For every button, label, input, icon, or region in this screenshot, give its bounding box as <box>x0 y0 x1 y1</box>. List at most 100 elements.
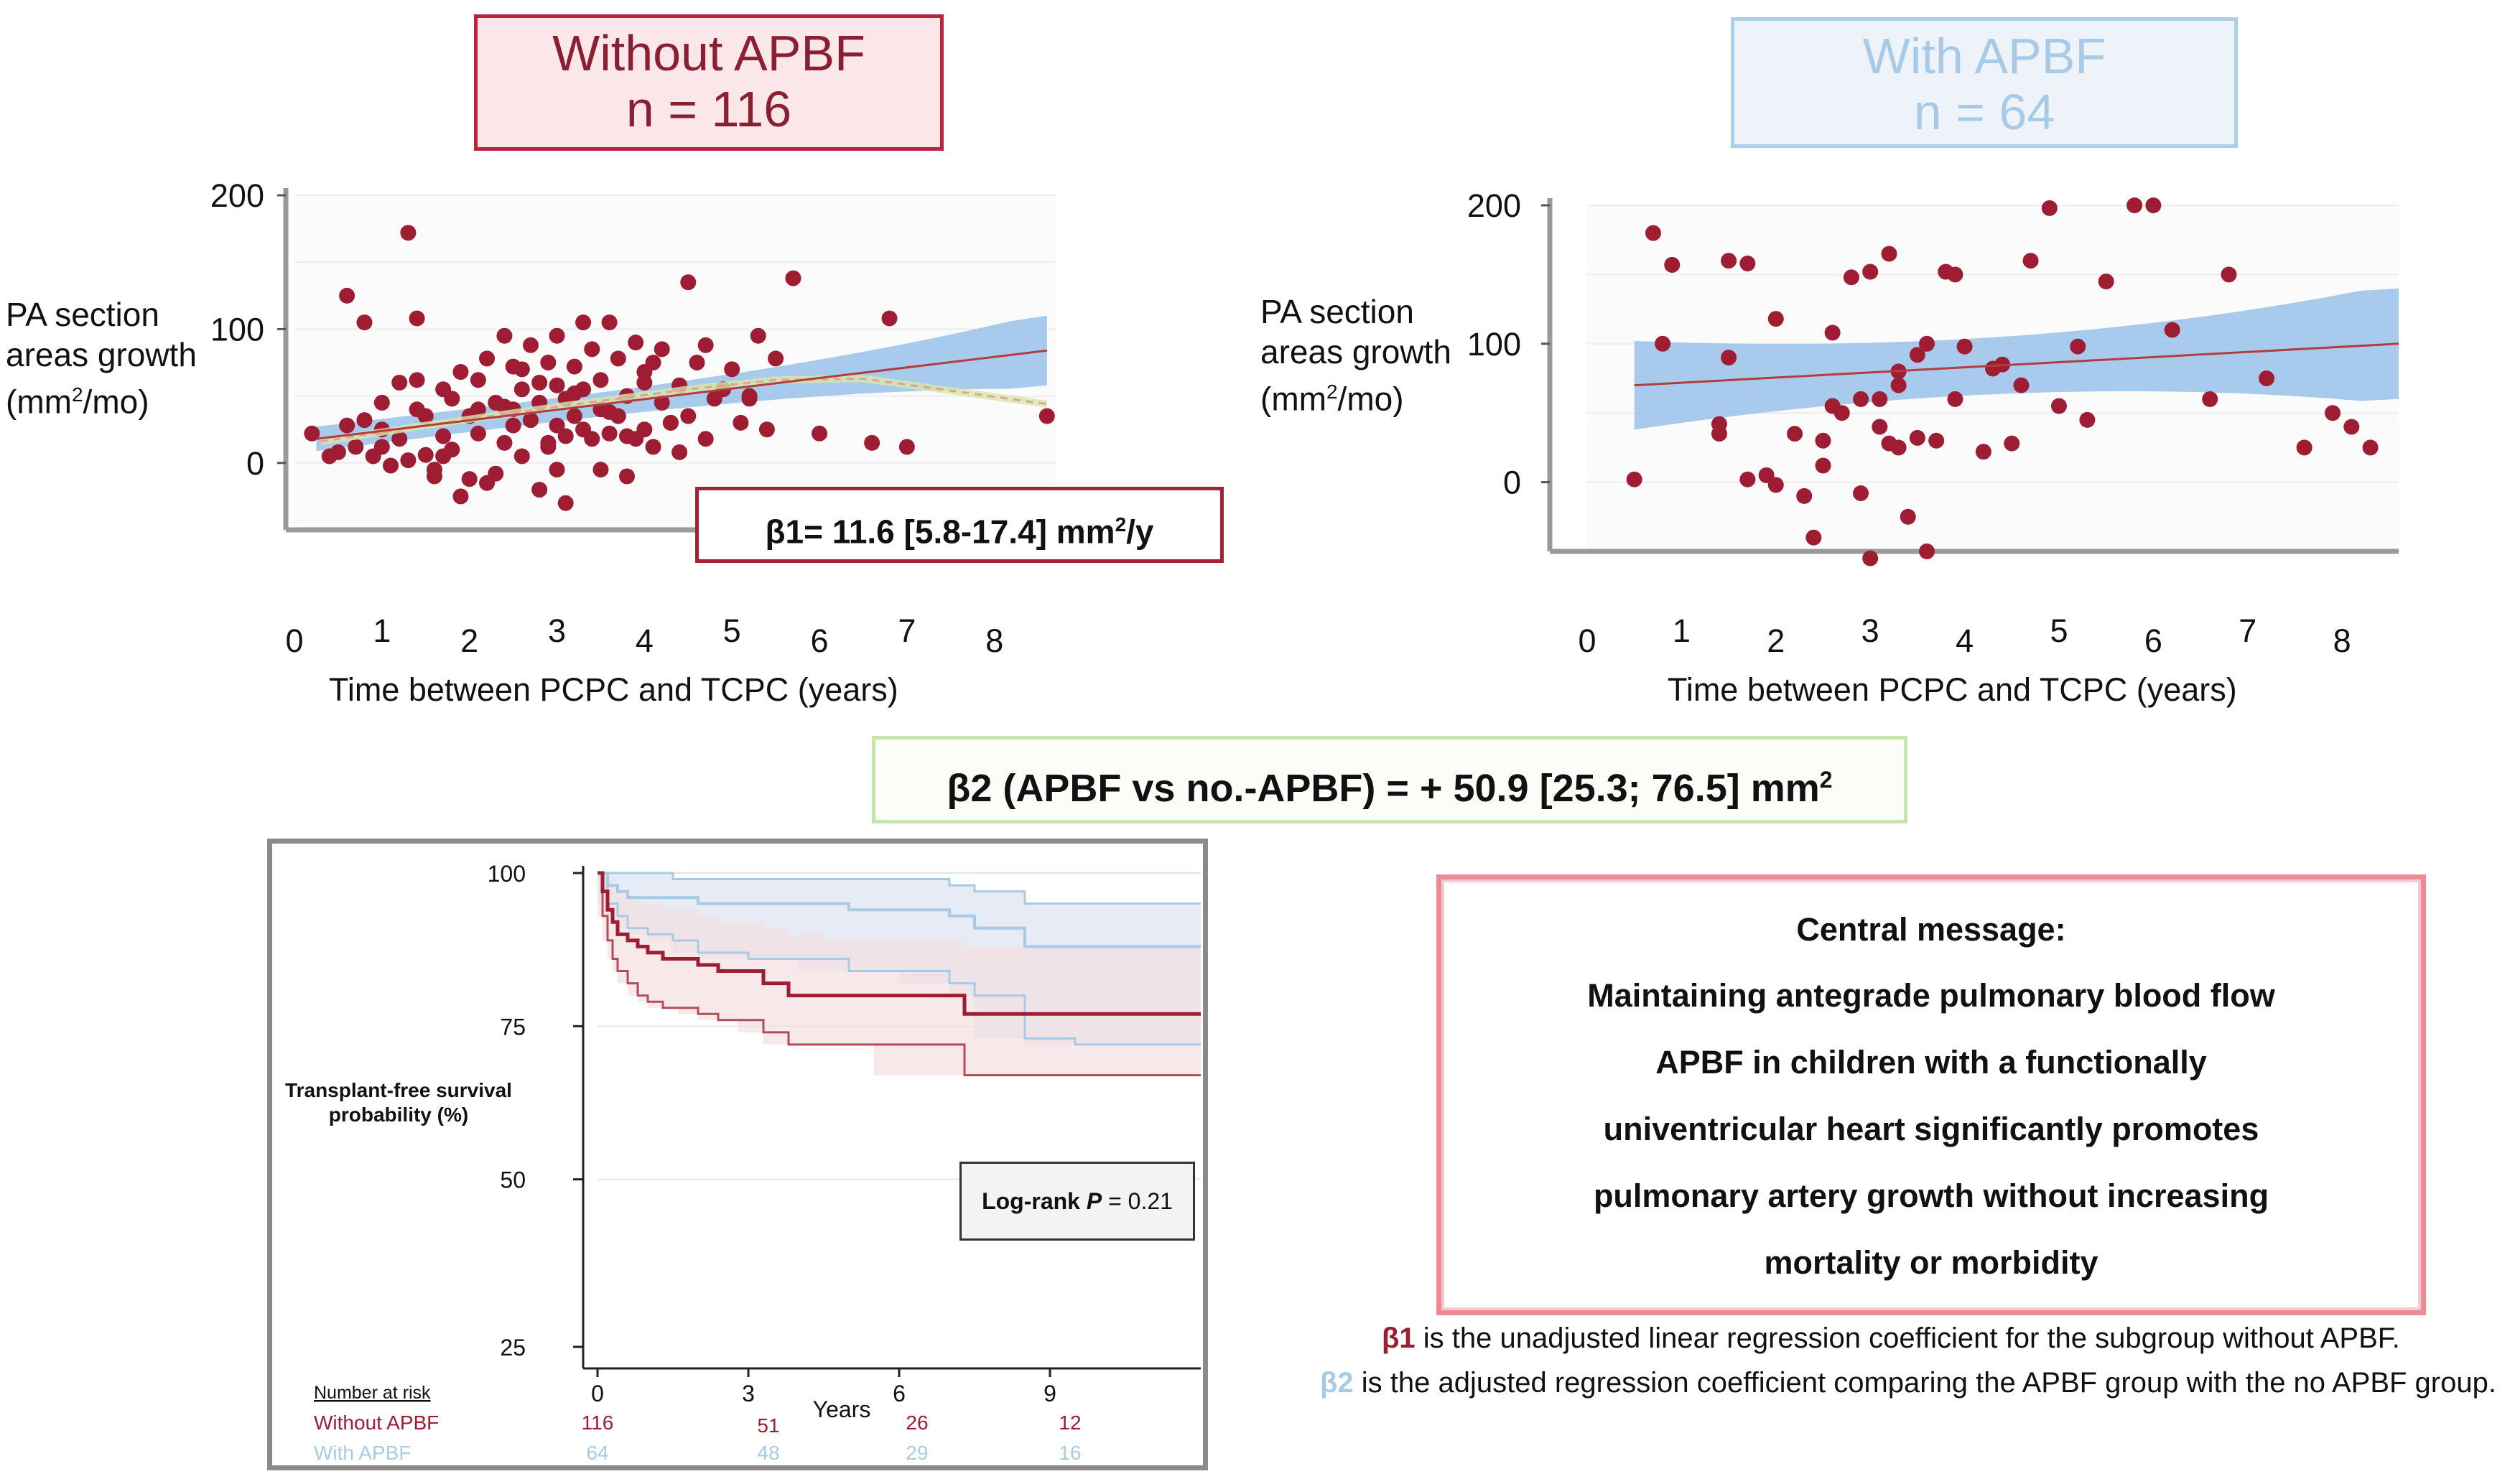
data-point <box>610 350 626 367</box>
risk-value: 48 <box>757 1442 779 1464</box>
data-point <box>2070 338 2086 355</box>
message-line-4: pulmonary artery growth without increasi… <box>1593 1177 2269 1214</box>
data-point <box>348 439 364 455</box>
data-point <box>356 314 373 331</box>
data-point <box>330 444 346 460</box>
km-y-axis-label: Transplant-free survival probability (%) <box>280 1078 517 1127</box>
risk-row-label: With APBF <box>314 1442 411 1464</box>
data-point <box>452 364 469 381</box>
data-point <box>1890 377 1907 393</box>
data-point <box>400 225 417 241</box>
data-point <box>697 431 714 447</box>
data-point <box>513 381 530 398</box>
data-point <box>1881 246 1897 262</box>
data-point <box>522 412 539 429</box>
scatter-chart-with-apbf: 200 100 0 0 1 2 3 4 5 6 7 8 <box>1467 187 2399 659</box>
data-point <box>1767 477 1784 493</box>
km-plot: 100 75 50 25 0 3 6 9 Years Number at risk Without … <box>314 861 1201 1464</box>
data-point <box>654 394 670 411</box>
data-point <box>1900 508 1916 525</box>
risk-row-label: Without APBF <box>314 1411 439 1434</box>
scatter-chart-without-apbf: 200 100 0 0 1 2 3 4 5 6 7 8 <box>210 177 1056 659</box>
message-line-3: univentricular heart significantly promo… <box>1603 1111 2259 1147</box>
data-point <box>2221 266 2237 283</box>
km-x-tick-label: 0 <box>591 1381 604 1406</box>
data-point <box>750 327 766 344</box>
data-point <box>1862 550 1879 566</box>
data-point <box>618 468 635 485</box>
y-label-line2-right: areas growth <box>1260 333 1451 370</box>
data-point <box>1767 311 1784 327</box>
data-point <box>1824 398 1841 414</box>
data-point <box>505 358 521 375</box>
data-point <box>426 468 442 485</box>
data-point <box>566 385 582 401</box>
data-point <box>1956 338 1973 355</box>
data-point <box>356 412 373 429</box>
y-label-line1: PA section <box>6 296 159 333</box>
data-point <box>1947 266 1963 283</box>
without-apbf-title-box: Without APBF n = 116 <box>474 14 944 151</box>
data-point <box>1853 391 1869 407</box>
data-point <box>636 421 653 438</box>
data-point <box>2296 439 2313 456</box>
with-apbf-title: With APBF <box>1862 28 2106 84</box>
data-point <box>2325 405 2341 421</box>
data-point <box>373 439 390 455</box>
data-point <box>768 350 784 367</box>
data-point <box>531 374 548 391</box>
data-point <box>1721 253 1737 269</box>
data-point <box>697 337 714 353</box>
loess-curve-dashed <box>320 377 1048 443</box>
km-y-tick-label: 50 <box>500 1167 526 1193</box>
risk-value: 12 <box>1059 1411 1081 1434</box>
km-x-tick-label: 6 <box>893 1381 906 1406</box>
y-label-line3-right: (mm2/mo) <box>1260 380 1404 418</box>
data-point <box>531 482 548 498</box>
data-point <box>2362 439 2379 456</box>
data-point <box>671 444 688 460</box>
data-point <box>601 314 618 331</box>
data-point <box>1739 471 1756 487</box>
right-x-axis-label: Time between PCPC and TCPC (years) <box>1668 671 2237 708</box>
data-point <box>636 374 653 391</box>
data-point <box>1758 467 1775 483</box>
y-tick-label: 100 <box>210 311 264 347</box>
data-point <box>592 372 609 388</box>
y-tick-label: 0 <box>1503 465 1521 501</box>
data-point <box>601 425 618 442</box>
km-line-with-apbf <box>598 872 1201 948</box>
data-point <box>680 274 697 291</box>
beta1-box: β1= 11.6 [5.8-17.4] mm2/y <box>695 487 1224 563</box>
without-apbf-title: Without APBF <box>552 25 865 81</box>
confidence-band <box>1634 288 2399 430</box>
data-point <box>864 434 880 451</box>
data-point <box>1626 471 1642 487</box>
x-tick-label: 2 <box>460 622 478 659</box>
data-point <box>400 452 417 469</box>
data-point <box>2022 253 2039 269</box>
data-point <box>383 457 399 474</box>
data-point <box>1872 391 1888 407</box>
without-apbf-count: n = 116 <box>626 81 792 138</box>
data-point <box>461 471 478 487</box>
data-point <box>2098 274 2114 290</box>
data-point <box>2343 419 2360 435</box>
x-tick-label: 0 <box>1578 622 1596 659</box>
data-point <box>409 372 425 388</box>
data-point <box>1947 391 1963 407</box>
km-y-tick-label: 25 <box>500 1335 526 1361</box>
x-tick-label: 3 <box>548 612 566 649</box>
x-tick-label: 4 <box>636 622 654 659</box>
data-point <box>881 310 898 327</box>
left-y-axis-label: PA section areas growth (mm2/mo) <box>6 294 197 421</box>
data-point <box>898 439 915 455</box>
data-point <box>1919 543 1935 559</box>
data-point <box>584 341 600 358</box>
data-point <box>557 428 574 444</box>
data-point <box>549 417 565 434</box>
data-point <box>479 350 496 367</box>
data-point <box>496 434 513 451</box>
x-tick-label: 7 <box>2239 612 2256 649</box>
data-point <box>1853 485 1869 502</box>
